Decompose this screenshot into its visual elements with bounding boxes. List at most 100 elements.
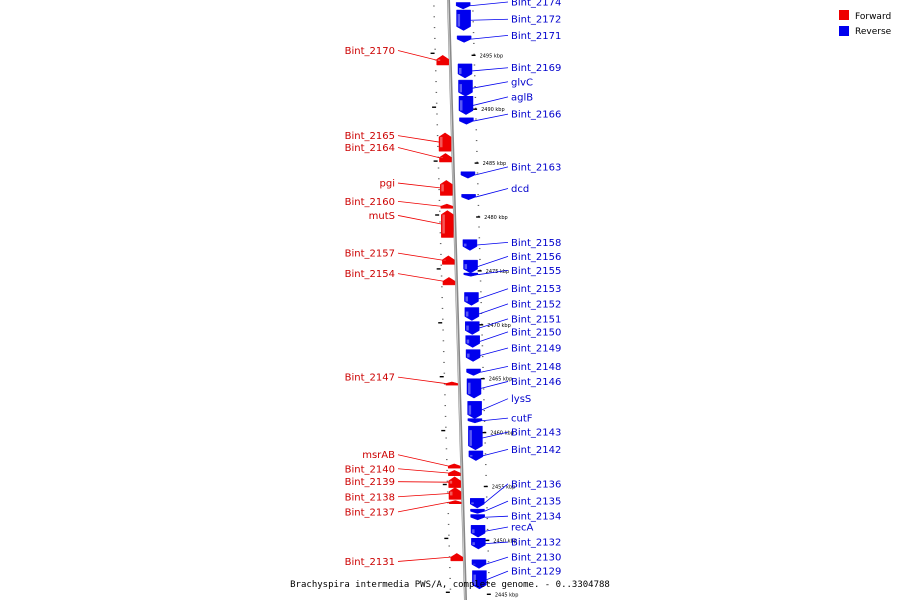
legend-reverse-label: Reverse: [855, 27, 892, 37]
gene-arrow: [440, 203, 454, 209]
gene-arrow: [470, 508, 485, 514]
gene-label: Bint_2157: [345, 249, 395, 260]
gene-label: Bint_2139: [345, 477, 395, 488]
gene-arrow-highlight: [459, 100, 463, 111]
gene-bint_2148: Bint_2148: [466, 362, 561, 376]
gene-arrow: [468, 425, 483, 451]
gene-leader-line: [481, 398, 509, 411]
gene-label: Bint_2140: [345, 464, 395, 475]
gene-bint_2163: Bint_2163: [460, 162, 561, 179]
gene-label: Bint_2148: [511, 362, 561, 373]
gene-label: lysS: [511, 394, 531, 405]
gene-label: Bint_2171: [511, 31, 561, 42]
gene-arrow-highlight: [464, 264, 468, 270]
gene-bint_2171: Bint_2171: [456, 31, 561, 43]
gene-muts: mutS: [369, 210, 454, 238]
gene-leader-line: [475, 188, 509, 198]
gene-label: Bint_2137: [345, 507, 395, 518]
gene-arrow: [464, 292, 479, 306]
gene-label: Bint_2160: [345, 197, 395, 208]
gene-bint_2129: Bint_2129: [472, 567, 561, 590]
gene-arrow: [468, 450, 484, 461]
gene-label: dcd: [511, 184, 529, 195]
gene-arrow-highlight: [437, 59, 441, 62]
gene-label: Bint_2165: [345, 131, 395, 142]
gene-bint_2149: Bint_2149: [465, 344, 561, 362]
gene-label: Bint_2158: [511, 238, 561, 249]
gene-arrow: [467, 401, 482, 419]
gene-arrow: [450, 553, 464, 562]
gene-bint_2155: Bint_2155: [463, 266, 561, 277]
gene-bint_2154: Bint_2154: [345, 269, 456, 286]
gene-bint_2138: Bint_2138: [345, 487, 462, 503]
gene-label: aglB: [511, 92, 533, 103]
gene-arrow-highlight: [469, 430, 472, 446]
gene-arrow: [467, 418, 483, 424]
gene-bint_2156: Bint_2156: [463, 252, 561, 274]
gene-arrow-highlight: [467, 353, 470, 358]
gene-arrow-highlight: [472, 529, 475, 534]
gene-label: recA: [511, 522, 534, 533]
gene-arrow: [442, 277, 456, 286]
gene-arrow-highlight: [449, 480, 453, 484]
gene-leader-line: [481, 417, 509, 422]
gene-arrow: [465, 335, 480, 348]
gene-leader-line: [397, 215, 442, 225]
legend: Forward Reverse: [839, 10, 892, 37]
gene-leader-line: [473, 113, 509, 122]
legend-forward-swatch: [839, 10, 849, 20]
kbp-label: 2470 kbp: [487, 323, 511, 329]
gene-arrow: [459, 117, 474, 125]
gene-arrow-highlight: [441, 184, 444, 192]
gene-bint_2165: Bint_2165: [345, 131, 452, 152]
gene-label: pgi: [380, 179, 395, 190]
gene-label: msrAB: [362, 450, 395, 461]
gene-bint_2139: Bint_2139: [345, 476, 461, 488]
gene-leader-line: [472, 96, 509, 106]
gene-arrow: [463, 272, 479, 277]
gene-arrow-highlight: [463, 243, 467, 247]
gene-arrow: [438, 132, 452, 152]
gene-label: Bint_2138: [345, 492, 395, 503]
gene-leader-line: [472, 81, 509, 89]
axis-highlight: [447, 0, 466, 600]
gene-arrow: [470, 498, 485, 509]
gene-arrow: [441, 210, 454, 238]
kbp-label: 2495 kbp: [480, 53, 504, 59]
gene-label: Bint_2142: [511, 445, 561, 456]
gene-leader-line: [484, 515, 509, 518]
gene-leader-line: [397, 252, 443, 261]
gene-arrow: [471, 537, 486, 550]
gene-arrow-highlight: [471, 502, 474, 505]
gene-arrow-highlight: [469, 454, 473, 457]
gene-cutf: cutF: [467, 414, 533, 425]
gene-leader-line: [477, 270, 509, 276]
gene-arrow: [455, 2, 471, 10]
gene-dcd: dcd: [461, 184, 529, 201]
gene-arrow-highlight: [466, 325, 469, 331]
gene-reca: recA: [470, 522, 534, 538]
gene-arrow: [470, 514, 485, 521]
gene-arrow: [456, 9, 471, 31]
kbp-label: 2490 kbp: [481, 107, 505, 113]
genome-axis: [447, 0, 467, 600]
gene-bint_2157: Bint_2157: [345, 249, 455, 265]
gene-arrow: [447, 463, 461, 469]
gene-bint_2135: Bint_2135: [470, 497, 561, 514]
gene-arrow-highlight: [473, 574, 476, 585]
gene-arrow: [458, 96, 474, 115]
gene-leader-line: [485, 556, 509, 565]
minor-ticks: [433, 5, 491, 595]
gene-bint_2151: Bint_2151: [465, 314, 561, 335]
gene-leader-line: [397, 135, 440, 143]
gene-bint_2137: Bint_2137: [345, 500, 462, 518]
gene-arrow: [458, 79, 473, 97]
gene-bint_2170: Bint_2170: [345, 46, 449, 66]
gene-leader-line: [482, 448, 509, 457]
gene-leader-line: [478, 303, 509, 315]
gene-leader-line: [484, 483, 509, 504]
legend-forward-label: Forward: [855, 12, 891, 22]
gene-leader-line: [397, 493, 450, 498]
gene-label: Bint_2169: [511, 63, 561, 74]
gene-label: Bint_2129: [511, 567, 561, 578]
